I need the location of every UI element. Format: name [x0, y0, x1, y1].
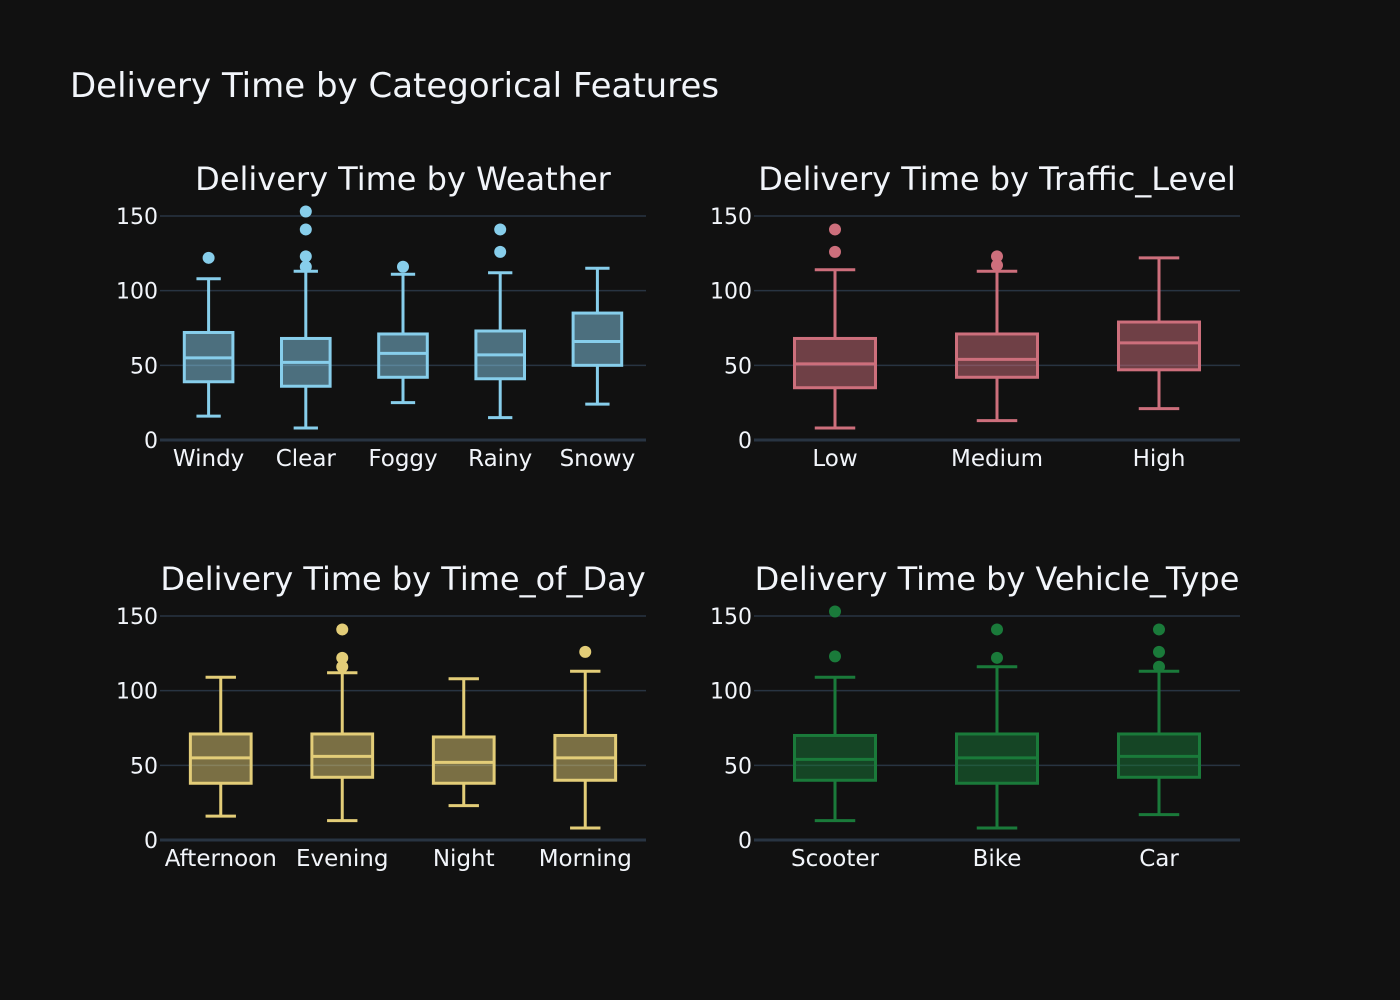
- box-scooter: [793, 605, 877, 823]
- outlier-point: [336, 623, 349, 636]
- subplot-1: Delivery Time by Weather 0 50 100 150 Windy Cl…: [116, 160, 646, 472]
- x-tick-label: Morning: [539, 846, 632, 872]
- iqr-box: [377, 332, 429, 379]
- x-tick-label: Scooter: [791, 846, 880, 872]
- box-snowy: [571, 266, 624, 406]
- x-tick-label: Afternoon: [165, 846, 277, 872]
- outlier-point: [299, 205, 312, 218]
- x-tick-label: High: [1133, 446, 1186, 472]
- x-tick-label: Night: [433, 846, 495, 872]
- outlier-point: [991, 250, 1003, 263]
- outlier-point: [1153, 623, 1165, 636]
- iqr-box: [571, 311, 624, 367]
- outlier-point: [299, 250, 312, 263]
- box-afternoon: [188, 675, 253, 818]
- x-tick-label: Clear: [276, 446, 337, 472]
- iqr-box: [1117, 320, 1201, 372]
- outlier-point: [991, 259, 1003, 272]
- subplot-title: Delivery Time by Weather: [195, 160, 611, 198]
- outlier-point: [1153, 660, 1165, 673]
- x-tick-label: Snowy: [560, 446, 636, 472]
- x-tick-label: Bike: [973, 846, 1022, 872]
- outlier-point: [991, 623, 1003, 636]
- subplot-title: Delivery Time by Vehicle_Type: [755, 560, 1240, 598]
- y-tick-label: 50: [130, 354, 158, 379]
- outlier-point: [336, 660, 349, 673]
- outlier-point: [829, 223, 841, 236]
- outlier-point: [397, 260, 409, 273]
- outlier-point: [829, 650, 841, 663]
- box-rainy: [474, 223, 526, 420]
- subplot-3: Delivery Time by Time_of_Day 0 50 100 150 Aft…: [116, 560, 646, 872]
- y-tick-label: 100: [710, 680, 752, 705]
- y-tick-label: 50: [130, 754, 158, 779]
- box-foggy: [377, 260, 429, 405]
- subplot-4: Delivery Time by Vehicle_Type 0 50 100 150 Sc…: [710, 560, 1240, 872]
- outlier-point: [336, 651, 349, 664]
- iqr-box: [955, 332, 1039, 379]
- box-evening: [310, 623, 375, 823]
- y-tick-label: 150: [710, 205, 752, 230]
- y-tick-label: 150: [116, 205, 158, 230]
- y-tick-label: 0: [144, 429, 158, 454]
- subplot-title: Delivery Time by Traffic_Level: [758, 160, 1236, 198]
- y-tick-label: 0: [144, 829, 158, 854]
- outlier-point: [1153, 645, 1165, 658]
- x-tick-label: Rainy: [468, 446, 532, 472]
- y-tick-label: 100: [116, 680, 158, 705]
- outlier-point: [829, 605, 841, 618]
- box-night: [431, 677, 496, 808]
- outlier-point: [494, 223, 507, 236]
- subplot-title: Delivery Time by Time_of_Day: [160, 560, 645, 598]
- box-car: [1117, 623, 1201, 817]
- y-tick-label: 100: [116, 280, 158, 305]
- iqr-box: [431, 735, 496, 785]
- y-tick-label: 0: [738, 829, 752, 854]
- outlier-point: [579, 645, 592, 658]
- box-medium: [955, 250, 1039, 423]
- x-tick-label: Foggy: [368, 446, 437, 472]
- box-bike: [955, 623, 1039, 830]
- box-high: [1117, 256, 1201, 411]
- y-tick-label: 0: [738, 429, 752, 454]
- box-clear: [280, 205, 332, 430]
- y-tick-label: 50: [724, 354, 752, 379]
- chart-title: Delivery Time by Categorical Features: [70, 66, 720, 106]
- x-tick-label: Medium: [951, 446, 1043, 472]
- subplot-2: Delivery Time by Traffic_Level 0 50 100 150 L…: [710, 160, 1240, 472]
- outlier-point: [991, 651, 1003, 664]
- x-tick-label: Windy: [173, 446, 244, 472]
- x-tick-label: Low: [812, 446, 857, 472]
- x-tick-label: Car: [1139, 846, 1179, 872]
- y-tick-label: 150: [710, 605, 752, 630]
- outlier-point: [299, 223, 312, 236]
- box-low: [793, 223, 877, 430]
- outlier-point: [202, 251, 215, 264]
- x-tick-label: Evening: [296, 846, 388, 872]
- outlier-point: [494, 245, 507, 258]
- y-tick-label: 50: [724, 754, 752, 779]
- box-windy: [182, 251, 235, 418]
- outlier-point: [829, 245, 841, 258]
- y-tick-label: 100: [710, 280, 752, 305]
- y-tick-label: 150: [116, 605, 158, 630]
- outlier-point: [299, 260, 312, 273]
- box-morning: [553, 645, 618, 830]
